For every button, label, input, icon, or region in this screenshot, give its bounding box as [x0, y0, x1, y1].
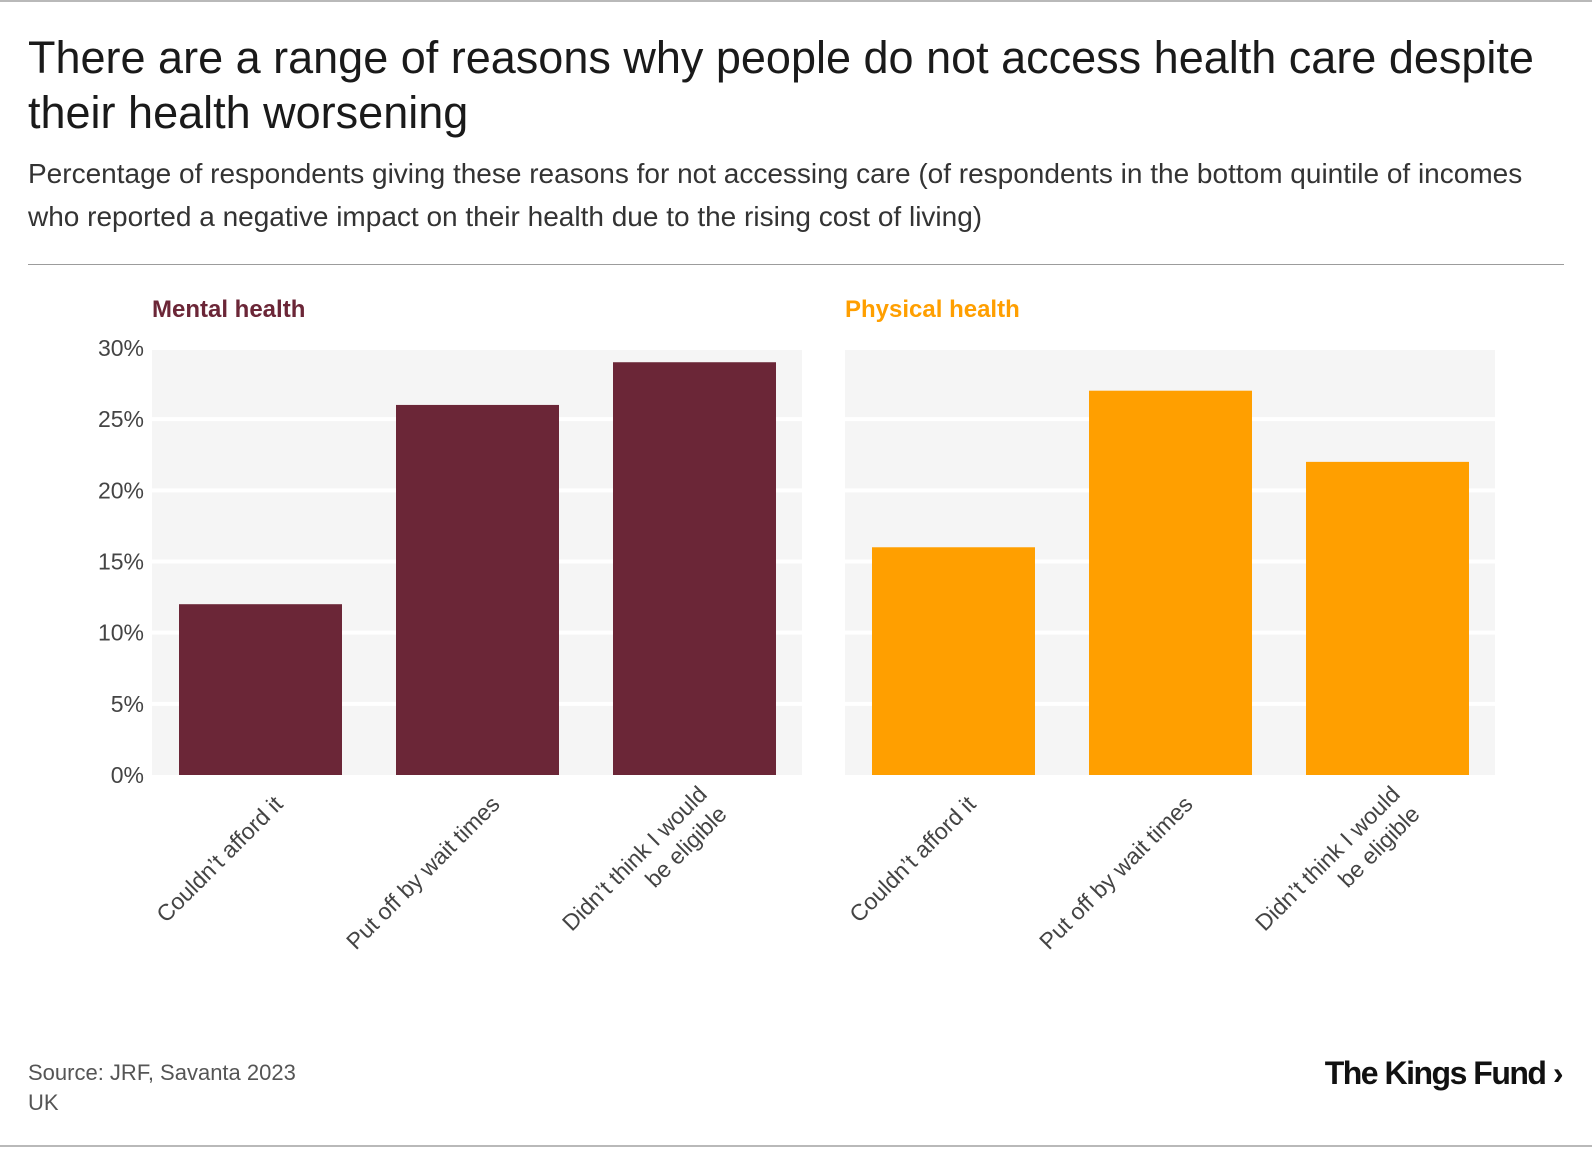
bar-physical-2: [1089, 390, 1252, 775]
panel-title-mental-health: Mental health: [152, 296, 306, 323]
x-tick-label-physical-3: Didn’t think I wouldbe eligible: [1250, 781, 1425, 956]
x-tick-label-line: Put off by wait times: [1034, 791, 1198, 955]
region-note: UK: [28, 1090, 59, 1115]
x-tick-label-mental-1: Couldn’t afford it: [151, 790, 288, 927]
bar-mental-3: [613, 362, 776, 775]
x-tick-label-physical-1: Couldn’t afford it: [844, 790, 981, 927]
y-tick-label-20: 20%: [98, 477, 144, 503]
header-divider: [28, 264, 1564, 265]
x-tick-label-physical-2: Put off by wait times: [1034, 791, 1198, 955]
y-tick-label-25: 25%: [98, 406, 144, 432]
x-tick-label-line: Couldn’t afford it: [844, 790, 981, 927]
chart-title: There are a range of reasons why people …: [28, 32, 1534, 138]
x-tick-label-mental-2: Put off by wait times: [341, 791, 505, 955]
kings-fund-logo: The Kings Fund ›: [1324, 1055, 1564, 1091]
frame-bottom-border: [0, 1145, 1592, 1147]
panel-title-physical-health: Physical health: [845, 296, 1020, 323]
source-note: Source: JRF, Savanta 2023: [28, 1060, 296, 1085]
x-tick-label-line: Couldn’t afford it: [151, 790, 288, 927]
bar-physical-3: [1306, 461, 1469, 775]
bar-chart: 0% 5% 10% 15% 20% 25% 30% Couldn’t afford it Put…: [97, 335, 1469, 956]
y-tick-label-5: 5%: [111, 691, 144, 717]
x-tick-label-line: Put off by wait times: [341, 791, 505, 955]
y-tick-label-0: 0%: [111, 762, 144, 788]
frame-top-border: [0, 0, 1592, 2]
chart-subtitle: Percentage of respondents giving these r…: [28, 158, 1523, 232]
bar-mental-1: [179, 604, 342, 775]
bar-mental-2: [396, 404, 559, 775]
y-tick-label-15: 15%: [98, 549, 144, 575]
x-tick-label-mental-3: Didn’t think I wouldbe eligible: [557, 781, 732, 956]
y-tick-label-30: 30%: [98, 335, 144, 361]
bar-physical-1: [872, 547, 1035, 775]
y-tick-label-10: 10%: [98, 620, 144, 646]
